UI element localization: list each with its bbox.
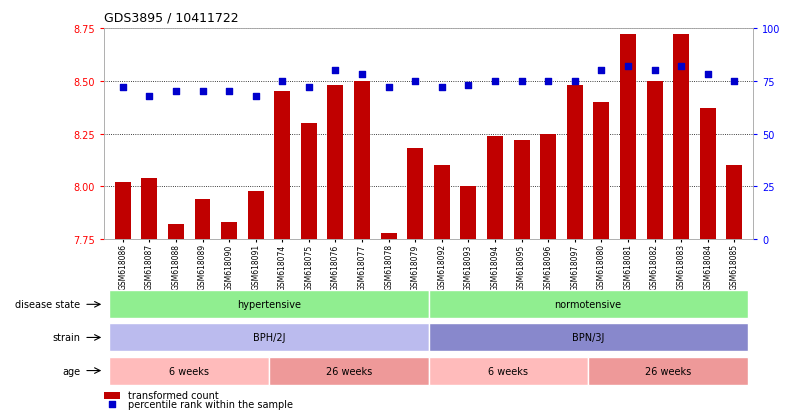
Point <box>329 68 342 74</box>
Text: disease state: disease state <box>15 299 80 310</box>
Point <box>303 85 316 91</box>
Bar <box>274 92 290 240</box>
Point <box>409 78 421 85</box>
Bar <box>104 392 120 399</box>
Text: 26 weeks: 26 weeks <box>645 366 691 376</box>
Point <box>515 78 528 85</box>
Bar <box>195 199 211 240</box>
FancyBboxPatch shape <box>429 291 747 318</box>
Text: strain: strain <box>52 332 80 343</box>
Point <box>143 93 155 100</box>
Point <box>249 93 262 100</box>
FancyBboxPatch shape <box>269 357 429 385</box>
Bar <box>727 166 743 240</box>
Point <box>462 83 475 89</box>
Point <box>170 89 183 95</box>
Text: transformed count: transformed count <box>128 391 219 401</box>
Text: BPN/3J: BPN/3J <box>572 332 604 343</box>
Bar <box>487 136 503 240</box>
Point <box>674 64 687 70</box>
Bar <box>141 178 157 240</box>
Point <box>196 89 209 95</box>
Point <box>622 64 634 70</box>
FancyBboxPatch shape <box>110 291 429 318</box>
Point <box>436 85 449 91</box>
Text: GDS3895 / 10411722: GDS3895 / 10411722 <box>104 12 239 25</box>
Bar <box>328 86 344 240</box>
Bar <box>407 149 423 240</box>
FancyBboxPatch shape <box>110 357 269 385</box>
Bar <box>301 123 317 240</box>
Bar <box>646 82 662 240</box>
Bar <box>673 35 689 240</box>
Point <box>382 85 395 91</box>
Point <box>276 78 288 85</box>
FancyBboxPatch shape <box>588 357 747 385</box>
Text: 6 weeks: 6 weeks <box>489 366 529 376</box>
Text: 6 weeks: 6 weeks <box>169 366 209 376</box>
Bar <box>594 103 610 240</box>
Point <box>541 78 554 85</box>
FancyBboxPatch shape <box>110 324 429 351</box>
Text: 26 weeks: 26 weeks <box>326 366 372 376</box>
Point <box>356 72 368 78</box>
Point <box>648 68 661 74</box>
Bar <box>700 109 716 240</box>
Bar <box>461 187 477 240</box>
Bar <box>354 82 370 240</box>
Text: percentile rank within the sample: percentile rank within the sample <box>128 399 293 408</box>
Bar <box>168 225 184 240</box>
Bar <box>221 223 237 240</box>
Bar <box>567 86 583 240</box>
Text: hypertensive: hypertensive <box>237 299 301 310</box>
FancyBboxPatch shape <box>429 357 588 385</box>
Point <box>223 89 235 95</box>
FancyBboxPatch shape <box>429 324 747 351</box>
Point <box>106 400 119 407</box>
Point <box>728 78 741 85</box>
Point <box>569 78 582 85</box>
Text: normotensive: normotensive <box>554 299 622 310</box>
Bar <box>434 166 450 240</box>
Bar <box>620 35 636 240</box>
Point <box>116 85 129 91</box>
Text: age: age <box>62 366 80 376</box>
Bar <box>513 140 529 240</box>
Bar <box>115 183 131 240</box>
Point <box>489 78 501 85</box>
Point <box>702 72 714 78</box>
Point <box>595 68 608 74</box>
Text: BPH/2J: BPH/2J <box>253 332 285 343</box>
Bar <box>540 134 556 240</box>
Bar <box>380 233 396 240</box>
Bar <box>248 191 264 240</box>
